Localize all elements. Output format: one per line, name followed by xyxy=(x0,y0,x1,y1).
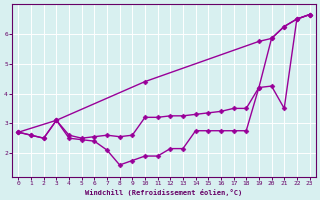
X-axis label: Windchill (Refroidissement éolien,°C): Windchill (Refroidissement éolien,°C) xyxy=(85,189,243,196)
